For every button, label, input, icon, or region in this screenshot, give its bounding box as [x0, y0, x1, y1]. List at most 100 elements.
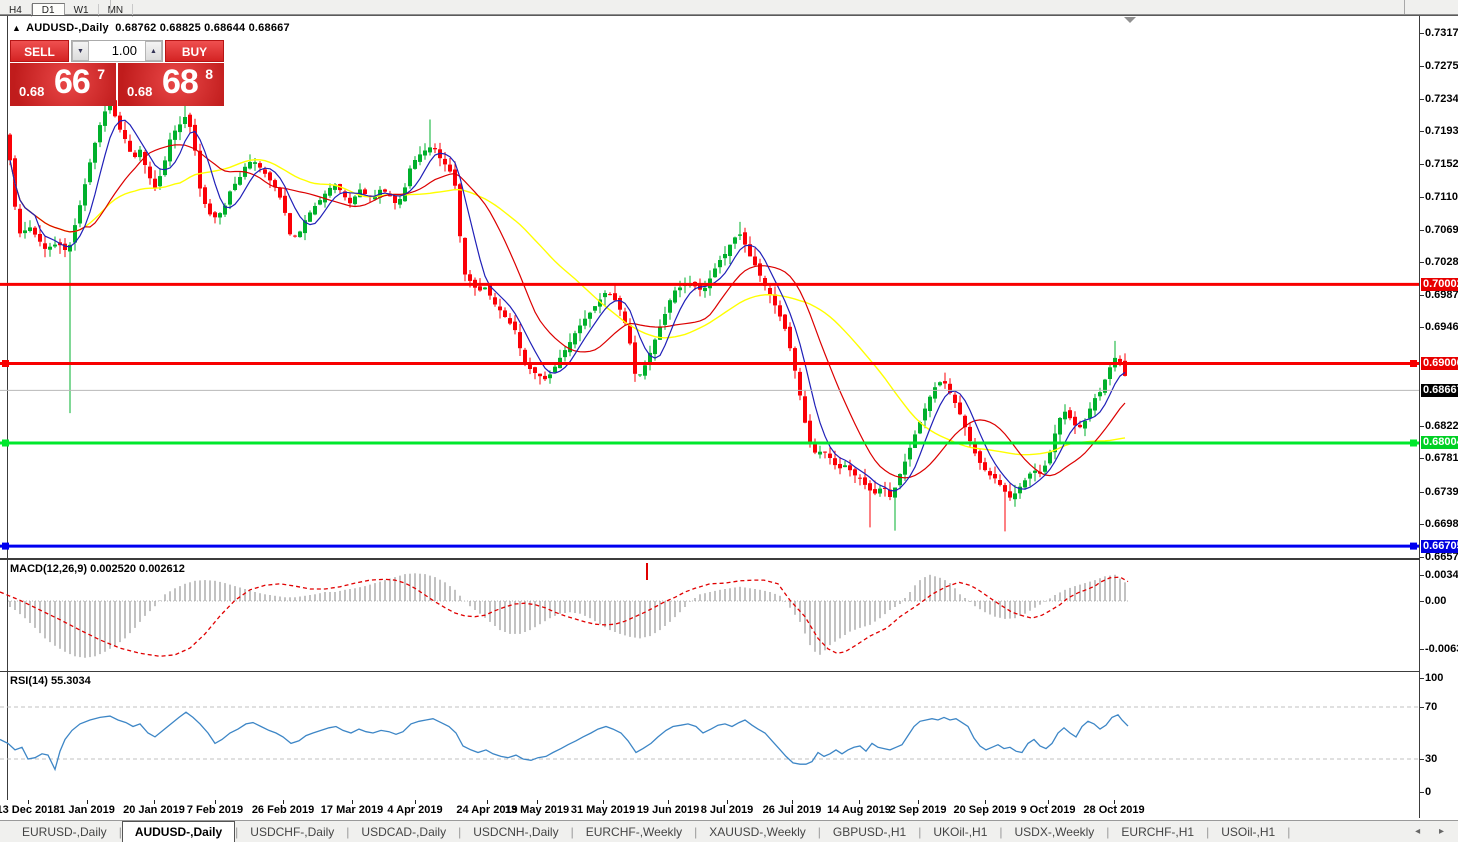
- axis-tick: [1420, 575, 1424, 576]
- rsi-panel-divider[interactable]: [0, 671, 1419, 672]
- timeframe-button-h4[interactable]: H4: [0, 4, 32, 17]
- date-axis-label: 28 Oct 2019: [1083, 804, 1145, 816]
- timeframe-button-w1[interactable]: W1: [65, 4, 99, 17]
- axis-tick: [1420, 524, 1424, 525]
- tab-separator: |: [694, 825, 698, 839]
- chart-tab-eurchf-h1[interactable]: EURCHF-,H1: [1121, 825, 1195, 839]
- date-tick: [352, 800, 353, 804]
- axis-tick: [1420, 66, 1424, 67]
- date-axis-label: 31 May 2019: [570, 804, 636, 816]
- quote-low: 0.68644: [204, 22, 246, 34]
- one-click-trading-widget: SELL ▼ 1.00 ▲ BUY 0.68 66 7 0.68 68 8: [10, 40, 224, 106]
- price-line-badge[interactable]: 0.69006: [1421, 357, 1458, 370]
- rsi-svg[interactable]: [0, 672, 1419, 800]
- chart-tab-bar: EURUSD-,Daily | AUDUSD-,Daily | USDCHF-,Dail…: [0, 820, 1458, 842]
- date-tick: [668, 800, 669, 804]
- axis-tick: [1420, 759, 1424, 760]
- tab-scroll-arrows[interactable]: ◂ ▸: [1415, 826, 1452, 837]
- date-tick: [918, 800, 919, 804]
- quote-open: 0.68762: [115, 22, 157, 34]
- date-tick: [1048, 800, 1049, 804]
- tab-separator: |: [999, 825, 1003, 839]
- axis-tick: [1420, 601, 1424, 602]
- chart-tab-gbpusd-h1[interactable]: GBPUSD-,H1: [832, 825, 907, 839]
- rsi-axis-label: 30: [1425, 753, 1438, 765]
- date-axis-label: 7 Feb 2019: [186, 804, 244, 816]
- quote-close: 0.68667: [248, 22, 290, 34]
- buy-price-big: 68: [162, 63, 199, 101]
- date-tick: [415, 800, 416, 804]
- sell-button[interactable]: SELL: [10, 40, 69, 62]
- macd-indicator-panel[interactable]: [0, 560, 1419, 671]
- chart-tab-usdchf-daily[interactable]: USDCHF-,Daily: [250, 825, 335, 839]
- date-tick: [603, 800, 604, 804]
- tab-separator: |: [1206, 825, 1210, 839]
- volume-decrease-button[interactable]: ▼: [72, 41, 89, 61]
- axis-tick: [1420, 230, 1424, 231]
- date-axis-label: 13 May 2019: [504, 804, 570, 816]
- macd-panel-divider[interactable]: [0, 558, 1419, 560]
- price-line-badge[interactable]: 0.68667: [1421, 384, 1458, 397]
- axis-tick: [1420, 197, 1424, 198]
- sell-price-display[interactable]: 0.68 66 7: [10, 63, 116, 106]
- chart-tab-usoil-h1[interactable]: USOil-,H1: [1221, 825, 1276, 839]
- axis-tick: [1420, 327, 1424, 328]
- axis-tick: [1420, 557, 1424, 558]
- axis-tick: [1420, 707, 1424, 708]
- date-axis-label: 13 Dec 2018: [0, 804, 60, 816]
- price-chart-svg[interactable]: [0, 16, 1419, 558]
- date-tick: [87, 800, 88, 804]
- chart-tab-usdcnh-daily[interactable]: USDCNH-,Daily: [473, 825, 559, 839]
- axis-tick: [1420, 458, 1424, 459]
- axis-tick: [1420, 164, 1424, 165]
- chart-tab-eurusd-daily[interactable]: EURUSD-,Daily: [22, 825, 107, 839]
- timeframe-button-mn[interactable]: MN: [99, 4, 134, 17]
- tab-separator: |: [458, 825, 462, 839]
- buy-price-display[interactable]: 0.68 68 8: [118, 63, 224, 106]
- chart-tab-usdx-weekly[interactable]: USDX-,Weekly: [1014, 825, 1095, 839]
- volume-increase-button[interactable]: ▲: [145, 41, 162, 61]
- collapse-triangle-icon[interactable]: ▲: [12, 23, 22, 33]
- date-axis-label: 19 Jun 2019: [636, 804, 700, 816]
- timeframe-toolbar: H4 D1 W1 MN: [0, 0, 1458, 17]
- chart-tab-ukoil-h1[interactable]: UKOil-,H1: [933, 825, 988, 839]
- macd-svg[interactable]: [0, 560, 1419, 671]
- chart-tab-audusd-daily[interactable]: AUDUSD-,Daily: [121, 821, 236, 842]
- date-tick: [1114, 800, 1115, 804]
- chart-tab-eurchf-weekly[interactable]: EURCHF-,Weekly: [585, 825, 683, 839]
- time-axis[interactable]: 13 Dec 2018 1 Jan 2019 20 Jan 2019 7 Feb…: [0, 800, 1419, 818]
- buy-button[interactable]: BUY: [165, 40, 224, 62]
- price-chart[interactable]: [0, 16, 1419, 558]
- chart-tab-xauusd-weekly[interactable]: XAUUSD-,Weekly: [709, 825, 806, 839]
- date-axis-label: 9 Oct 2019: [1020, 804, 1076, 816]
- sell-price-small: 0.68: [19, 84, 45, 99]
- chart-tab-usdcad-daily[interactable]: USDCAD-,Daily: [361, 825, 447, 839]
- rsi-axis-label: 0: [1425, 786, 1432, 798]
- price-line-badge[interactable]: 0.70002: [1421, 278, 1458, 291]
- frame-left: [7, 16, 8, 818]
- price-line-badge[interactable]: 0.68004: [1421, 436, 1458, 449]
- date-tick: [215, 800, 216, 804]
- macd-label: MACD(12,26,9) 0.002520 0.002612: [10, 563, 185, 575]
- date-tick: [537, 800, 538, 804]
- rsi-indicator-panel[interactable]: [0, 672, 1419, 800]
- volume-input[interactable]: 1.00: [111, 43, 137, 58]
- price-line-badge[interactable]: 0.66705: [1421, 540, 1458, 553]
- buy-price-sup: 8: [205, 66, 213, 82]
- axis-tick: [1420, 131, 1424, 132]
- date-tick: [859, 800, 860, 804]
- tab-separator: |: [346, 825, 350, 839]
- date-axis-label: 20 Sep 2019: [953, 804, 1017, 816]
